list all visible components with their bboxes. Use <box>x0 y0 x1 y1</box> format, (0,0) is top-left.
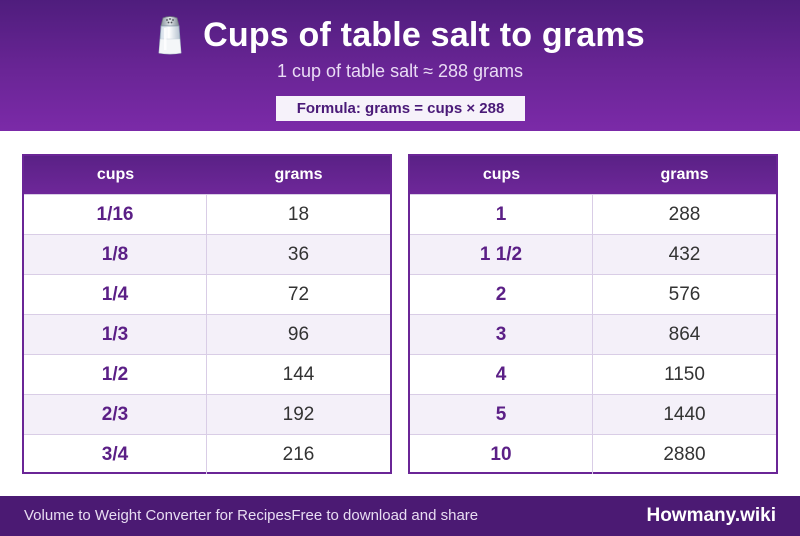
table-row: 1/3 96 <box>24 314 390 354</box>
page-subtitle: 1 cup of table salt ≈ 288 grams <box>276 61 523 81</box>
cups-cell: 3 <box>410 315 593 354</box>
cups-cell: 1/3 <box>24 315 207 354</box>
cups-cell: 1 <box>410 195 593 234</box>
grams-cell: 576 <box>668 284 701 305</box>
cups-cell: 4 <box>410 355 593 394</box>
cups-cell: 3/4 <box>24 435 207 474</box>
grams-cell: 18 <box>287 204 310 225</box>
cups-cell: 1/16 <box>24 195 207 234</box>
footer-share-text: Free to download and share <box>291 507 479 524</box>
header: Cups of table salt to grams 1 cup of tab… <box>0 0 800 131</box>
conversion-table-large: cups grams 1 288 1 1/2 432 2 576 3 864 4… <box>408 154 778 474</box>
grams-cell: 36 <box>287 244 310 265</box>
page-title: Cups of table salt to grams <box>203 16 645 54</box>
table-row: 1/2 144 <box>24 354 390 394</box>
cups-cell: 1 1/2 <box>410 235 593 274</box>
formula-badge: Formula: grams = cups × 288 <box>276 96 525 121</box>
grams-cell: 1440 <box>663 404 706 425</box>
grams-cell: 288 <box>668 204 701 225</box>
grams-cell: 1150 <box>664 364 705 385</box>
cups-cell: 5 <box>410 395 593 434</box>
table-row: 4 1150 <box>410 354 776 394</box>
title-row: Cups of table salt to grams <box>0 14 800 56</box>
footer: Volume to Weight Converter for RecipesFr… <box>0 496 800 536</box>
column-header-grams: grams <box>660 166 709 183</box>
table-row: 3 864 <box>410 314 776 354</box>
table-header: cups grams <box>410 156 776 194</box>
grams-cell: 96 <box>287 324 310 345</box>
salt-shaker-icon <box>155 15 185 55</box>
cups-cell: 2 <box>410 275 593 314</box>
table-row: 1/8 36 <box>24 234 390 274</box>
column-header-cups: cups <box>96 166 135 183</box>
conversion-table-small: cups grams 1/16 18 1/8 36 1/4 72 1/3 96 … <box>22 154 392 474</box>
grams-cell: 72 <box>287 284 310 305</box>
table-row: 1/4 72 <box>24 274 390 314</box>
table-row: 10 2880 <box>410 434 776 474</box>
grams-cell: 432 <box>668 244 701 265</box>
cups-cell: 10 <box>410 435 593 474</box>
table-row: 1/16 18 <box>24 194 390 234</box>
grams-cell: 216 <box>282 444 315 465</box>
table-row: 2 576 <box>410 274 776 314</box>
brand-logo-text[interactable]: Howmany.wiki <box>646 505 776 526</box>
cups-cell: 1/8 <box>24 235 207 274</box>
table-row: 3/4 216 <box>24 434 390 474</box>
table-row: 1 288 <box>410 194 776 234</box>
footer-converter-text: Volume to Weight Converter for Recipes <box>24 507 292 524</box>
column-header-cups: cups <box>482 166 521 183</box>
table-row: 2/3 192 <box>24 394 390 434</box>
cups-cell: 1/4 <box>24 275 207 314</box>
table-row: 5 1440 <box>410 394 776 434</box>
grams-cell: 192 <box>282 404 315 425</box>
footer-tagline: Volume to Weight Converter for RecipesFr… <box>24 496 478 536</box>
table-row: 1 1/2 432 <box>410 234 776 274</box>
grams-cell: 2880 <box>663 444 706 465</box>
grams-cell: 144 <box>282 364 315 385</box>
grams-cell: 864 <box>668 324 701 345</box>
cups-cell: 2/3 <box>24 395 207 434</box>
cups-cell: 1/2 <box>24 355 207 394</box>
column-header-grams: grams <box>274 166 323 183</box>
table-header: cups grams <box>24 156 390 194</box>
